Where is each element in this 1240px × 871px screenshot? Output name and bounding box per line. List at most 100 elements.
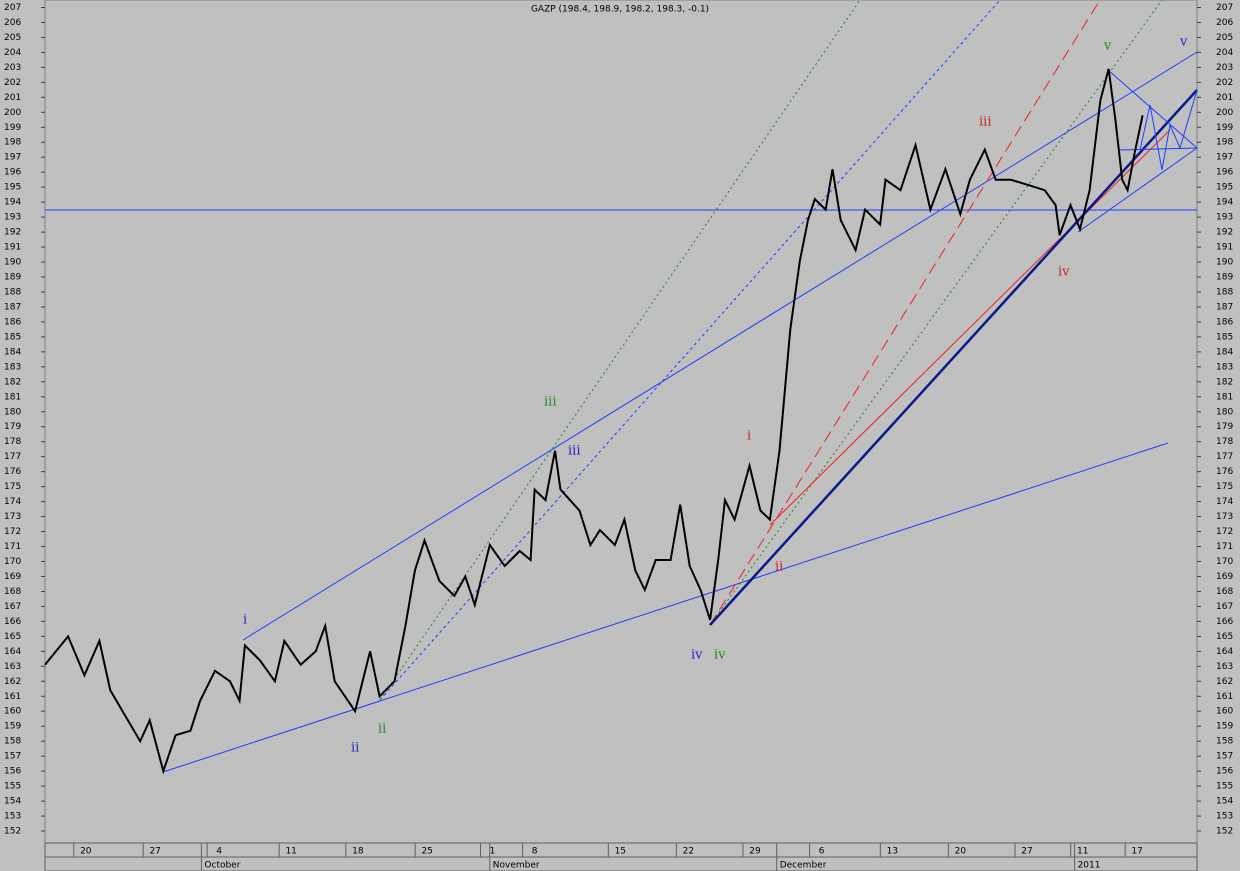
y2-tick-label: 175 (1216, 482, 1233, 492)
y-tick-label: 162 (4, 677, 21, 687)
x-tick-label: 6 (819, 847, 825, 857)
trendline (242, 51, 1198, 641)
y-tick-label: 153 (4, 812, 21, 822)
y2-tick-label: 158 (1216, 737, 1233, 747)
trendline (709, 0, 1101, 626)
y-tick-label: 154 (4, 797, 21, 807)
y-tick-label: 172 (4, 527, 21, 537)
y2-tick-label: 176 (1216, 467, 1233, 477)
y2-tick-label: 169 (1216, 572, 1233, 582)
y2-tick-label: 184 (1216, 347, 1233, 357)
y2-tick-label: 164 (1216, 647, 1233, 657)
y-tick-label: 194 (4, 198, 21, 208)
y-tick-label: 207 (4, 3, 21, 13)
trendline (709, 0, 1163, 626)
x-tick-label: 20 (80, 847, 92, 857)
y-tick-label: 159 (4, 722, 21, 732)
month-label: November (493, 861, 540, 871)
wave-label: iii (544, 395, 556, 410)
y2-tick-label: 201 (1216, 93, 1233, 103)
y-tick-label: 200 (4, 108, 21, 118)
y-tick-label: 206 (4, 18, 21, 28)
y-tick-label: 175 (4, 482, 21, 492)
y-tick-label: 189 (4, 273, 21, 283)
wave-label: iv (1058, 265, 1070, 280)
x-tick-label: 4 (216, 847, 222, 857)
y-tick-label: 182 (4, 377, 21, 387)
y2-tick-label: 198 (1216, 138, 1233, 148)
y2-tick-label: 202 (1216, 78, 1233, 88)
trendline (379, 0, 861, 701)
y-tick-label: 185 (4, 332, 21, 342)
wave-label: iii (979, 115, 991, 130)
wave-label: i (243, 613, 247, 628)
y2-tick-label: 204 (1216, 48, 1233, 58)
y-tick-label: 193 (4, 213, 21, 223)
wave-label: iv (714, 648, 726, 663)
y-tick-label: 166 (4, 617, 21, 627)
y2-tick-label: 154 (1216, 797, 1233, 807)
zigzag (1139, 89, 1198, 171)
y2-tick-label: 159 (1216, 722, 1233, 732)
y-tick-label: 167 (4, 602, 21, 612)
y2-tick-label: 206 (1216, 18, 1233, 28)
y2-tick-label: 156 (1216, 767, 1233, 777)
trendlines (45, 0, 1199, 773)
x-tick-label: 8 (532, 847, 538, 857)
x-tick-label: 11 (1077, 847, 1088, 857)
trendline (1077, 147, 1198, 233)
y2-tick-label: 187 (1216, 302, 1233, 312)
y-tick-label: 170 (4, 557, 21, 567)
y2-tick-label: 173 (1216, 512, 1233, 522)
y2-tick-label: 180 (1216, 407, 1233, 417)
y2-tick-label: 200 (1216, 108, 1233, 118)
y2-tick-label: 162 (1216, 677, 1233, 687)
y2-tick-label: 199 (1216, 123, 1233, 133)
y2-tick-label: 193 (1216, 213, 1233, 223)
month-label: October (204, 861, 240, 871)
y-tick-label: 188 (4, 287, 21, 297)
wave-label: iii (568, 444, 580, 459)
y2-tick-label: 185 (1216, 332, 1233, 342)
y2-tick-label: 203 (1216, 63, 1233, 73)
y2-tick-label: 186 (1216, 317, 1233, 327)
y2-tick-label: 205 (1216, 33, 1233, 43)
x-tick-label: 1 (490, 847, 496, 857)
y2-tick-label: 153 (1216, 812, 1233, 822)
y-tick-label: 165 (4, 632, 21, 642)
y2-tick-label: 165 (1216, 632, 1233, 642)
y-tick-label: 174 (4, 497, 21, 507)
y-tick-label: 176 (4, 467, 21, 477)
y-tick-label: 203 (4, 63, 21, 73)
y-tick-label: 152 (4, 827, 21, 837)
y2-tick-label: 171 (1216, 542, 1233, 552)
y2-tick-label: 157 (1216, 752, 1233, 762)
y-tick-label: 195 (4, 183, 21, 193)
x-tick-label: 18 (352, 847, 364, 857)
y2-tick-label: 189 (1216, 273, 1233, 283)
y-tick-label: 156 (4, 767, 21, 777)
y2-tick-label: 182 (1216, 377, 1233, 387)
y2-tick-label: 170 (1216, 557, 1233, 567)
y-tick-label: 197 (4, 153, 21, 163)
wave-label: ii (351, 741, 359, 756)
y-tick-label: 173 (4, 512, 21, 522)
y2-tick-label: 179 (1216, 422, 1233, 432)
y-tick-label: 161 (4, 692, 21, 702)
trendline (162, 442, 1169, 773)
y-tick-label: 192 (4, 228, 21, 238)
y2-tick-label: 168 (1216, 587, 1233, 597)
y-tick-label: 198 (4, 138, 21, 148)
x-tick-label: 17 (1131, 847, 1142, 857)
x-tick-label: 27 (1021, 847, 1032, 857)
price-line (44, 68, 1144, 775)
wave-label: iv (691, 648, 703, 663)
y-tick-label: 201 (4, 93, 21, 103)
y-tick-label: 160 (4, 707, 21, 717)
y-tick-label: 158 (4, 737, 21, 747)
y2-tick-label: 167 (1216, 602, 1233, 612)
y2-tick-label: 195 (1216, 183, 1233, 193)
wave-label: v (1103, 39, 1112, 54)
